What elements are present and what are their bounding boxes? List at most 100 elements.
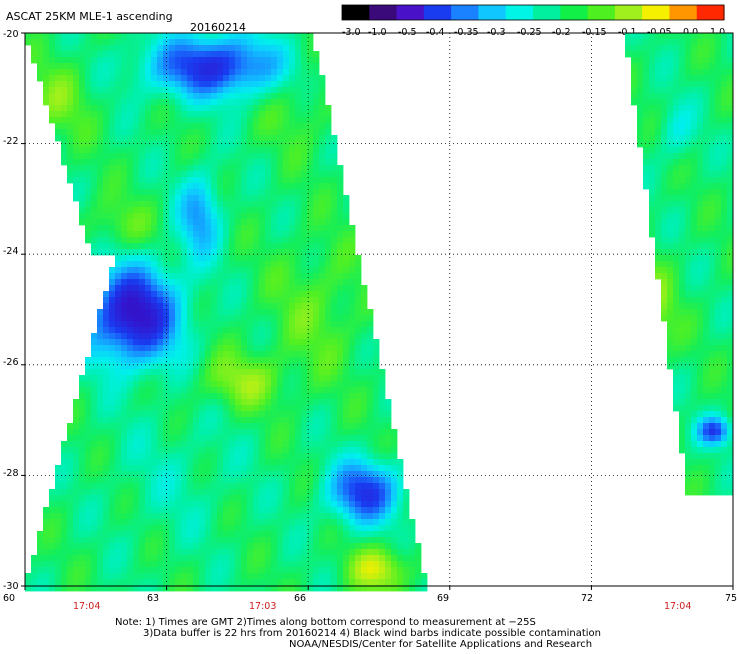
field-cell xyxy=(343,261,350,268)
field-cell xyxy=(187,135,194,142)
field-cell xyxy=(361,285,368,292)
field-cell xyxy=(319,129,326,136)
field-cell xyxy=(193,387,200,394)
field-cell xyxy=(721,261,728,268)
field-cell xyxy=(691,465,698,472)
field-cell xyxy=(223,39,230,46)
field-cell xyxy=(157,411,164,418)
field-cell xyxy=(373,387,380,394)
field-cell xyxy=(67,105,74,112)
field-cell xyxy=(193,441,200,448)
field-cell xyxy=(373,435,380,442)
field-cell xyxy=(289,33,296,40)
field-cell xyxy=(133,405,140,412)
field-cell xyxy=(253,465,260,472)
field-cell xyxy=(301,183,308,190)
field-cell xyxy=(247,309,254,316)
field-cell xyxy=(211,267,218,274)
field-cell xyxy=(49,69,56,76)
field-cell xyxy=(199,393,206,400)
field-cell xyxy=(163,57,170,64)
field-cell xyxy=(199,351,206,358)
field-cell xyxy=(709,117,716,124)
field-cell xyxy=(145,369,152,376)
field-cell xyxy=(673,381,680,388)
field-cell xyxy=(271,459,278,466)
field-cell xyxy=(187,375,194,382)
field-cell xyxy=(25,33,32,40)
field-cell xyxy=(361,291,368,298)
field-cell xyxy=(151,213,158,220)
field-cell xyxy=(241,225,248,232)
field-cell xyxy=(31,39,38,46)
field-cell xyxy=(151,135,158,142)
field-cell xyxy=(109,411,116,418)
field-cell xyxy=(283,147,290,154)
field-cell xyxy=(193,381,200,388)
field-cell xyxy=(325,405,332,412)
field-cell xyxy=(685,357,692,364)
field-cell xyxy=(667,363,674,370)
field-cell xyxy=(193,423,200,430)
field-cell xyxy=(139,381,146,388)
field-cell xyxy=(235,183,242,190)
field-cell xyxy=(103,507,110,514)
field-cell xyxy=(85,45,92,52)
colorbar-swatches xyxy=(342,5,725,20)
field-cell xyxy=(127,405,134,412)
field-cell xyxy=(67,129,74,136)
colorbar-swatch xyxy=(451,5,480,20)
field-cell xyxy=(283,129,290,136)
field-cell xyxy=(85,429,92,436)
field-cell xyxy=(103,135,110,142)
field-cell xyxy=(193,357,200,364)
field-cell xyxy=(721,141,728,148)
field-cell xyxy=(355,285,362,292)
field-cell xyxy=(175,249,182,256)
field-cell xyxy=(151,339,158,346)
field-cell xyxy=(43,93,50,100)
field-cell xyxy=(721,375,728,382)
field-cell xyxy=(145,345,152,352)
field-cell xyxy=(703,39,710,46)
field-cell xyxy=(217,105,224,112)
field-cell xyxy=(121,471,128,478)
field-cell xyxy=(115,339,122,346)
field-cell xyxy=(235,159,242,166)
field-cell xyxy=(151,99,158,106)
field-cell xyxy=(133,207,140,214)
field-cell xyxy=(181,357,188,364)
field-cell xyxy=(385,501,392,508)
field-cell xyxy=(295,63,302,70)
field-cell xyxy=(163,45,170,52)
field-cell xyxy=(139,399,146,406)
field-cell xyxy=(67,471,74,478)
field-cell xyxy=(199,453,206,460)
field-cell xyxy=(709,69,716,76)
field-cell xyxy=(55,39,62,46)
field-cell xyxy=(301,189,308,196)
field-cell xyxy=(67,177,74,184)
field-cell xyxy=(217,303,224,310)
field-cell xyxy=(193,69,200,76)
field-cell xyxy=(133,51,140,58)
field-cell xyxy=(331,477,338,484)
field-cell xyxy=(259,249,266,256)
field-cell xyxy=(289,459,296,466)
colorbar-swatch xyxy=(369,5,398,20)
field-cell xyxy=(181,423,188,430)
field-cell xyxy=(187,411,194,418)
field-cell xyxy=(67,81,74,88)
field-cell xyxy=(679,291,686,298)
field-cell xyxy=(217,237,224,244)
field-cell xyxy=(703,231,710,238)
field-cell xyxy=(685,261,692,268)
field-cell xyxy=(217,351,224,358)
field-cell xyxy=(271,357,278,364)
field-cell xyxy=(271,99,278,106)
field-cell xyxy=(715,303,722,310)
field-cell xyxy=(691,177,698,184)
field-cell xyxy=(259,321,266,328)
field-cell xyxy=(265,303,272,310)
field-cell xyxy=(709,213,716,220)
